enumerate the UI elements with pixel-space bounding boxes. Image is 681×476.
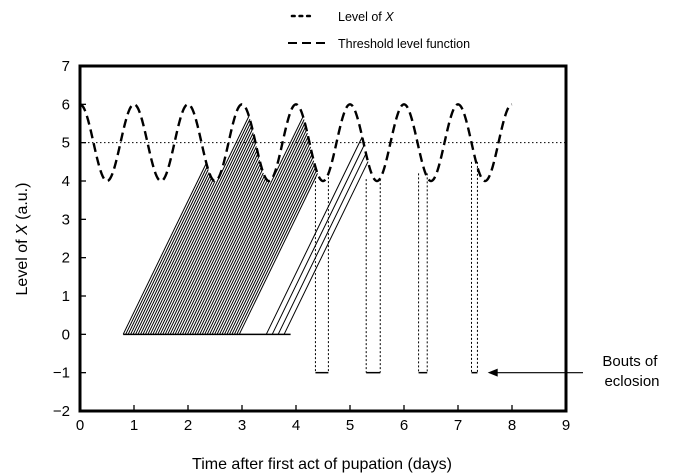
level-ramp: [271, 144, 365, 335]
x-tick-label: 3: [238, 417, 246, 434]
level-ramp: [147, 122, 252, 335]
x-tick-label: 5: [346, 417, 354, 434]
level-ramp: [211, 136, 309, 335]
level-ramp: [132, 175, 211, 335]
x-tick-label: 0: [76, 417, 84, 434]
level-ramp: [189, 177, 267, 335]
annotation-arrowhead: [487, 368, 498, 377]
annotation-line-2: eclosion: [604, 373, 659, 390]
y-tick-label: 7: [62, 58, 70, 75]
annotation-line-1: Bouts of: [602, 353, 658, 370]
level-ramp: [182, 169, 263, 335]
level-ramp: [174, 160, 261, 335]
x-tick-label: 1: [130, 417, 138, 434]
y-tick-label: −2: [53, 403, 70, 420]
x-tick-label: 6: [400, 417, 408, 434]
x-tick-label: 4: [292, 417, 300, 434]
eclosion-annotation: Bouts of eclosion: [487, 353, 661, 390]
level-ramp: [233, 166, 317, 335]
level-ramp: [224, 153, 313, 335]
level-ramp: [159, 139, 256, 335]
threshold-curve: [80, 103, 513, 183]
level-ramp: [142, 115, 250, 335]
y-axis-label: Level of X (a.u.): [14, 183, 31, 296]
level-ramp: [186, 175, 265, 335]
level-ramp: [204, 126, 307, 335]
level-ramp: [140, 180, 216, 335]
y-tick-label: 1: [62, 288, 70, 305]
legend-label-level-of-x: Level of X: [338, 10, 394, 24]
level-ramp: [196, 116, 304, 335]
level-ramp: [137, 179, 214, 335]
legend-label-threshold: Threshold level function: [338, 37, 470, 51]
level-ramp: [157, 135, 255, 335]
x-axis-label: Time after first act of pupation (days): [192, 456, 452, 473]
level-ramp: [206, 129, 308, 335]
level-ramp: [216, 143, 311, 335]
level-ramp: [172, 156, 260, 335]
level-ramp: [277, 153, 367, 335]
level-ramp: [122, 162, 207, 335]
level-ramp: [162, 142, 257, 335]
x-tick-label: 2: [184, 417, 192, 434]
y-tick-label: 5: [62, 135, 70, 152]
level-ramp: [144, 118, 251, 335]
level-ramp: [283, 161, 369, 335]
level-ramp: [177, 163, 261, 335]
level-ramp: [238, 173, 318, 335]
axes: 0 1 2 3 4 5 6 7 8 9 7 6 5 4 3 2 1 0 −1 −2: [53, 58, 570, 434]
level-ramp: [209, 132, 308, 335]
level-ramp: [169, 153, 259, 335]
x-tick-label: 7: [454, 417, 462, 434]
level-ramp: [221, 150, 312, 335]
annotation-text: Bouts of eclosion: [602, 353, 661, 390]
legend: Level of X Threshold level function: [288, 10, 470, 51]
plot-frame: [78, 64, 568, 413]
level-ramp: [214, 139, 310, 335]
y-tick-label: 3: [62, 211, 70, 228]
level-ramp: [199, 119, 305, 335]
level-ramp: [167, 149, 258, 335]
level-ramp: [194, 180, 270, 335]
y-tick-label: 2: [62, 250, 70, 267]
y-tick-label: 4: [62, 173, 70, 190]
level-ramp: [125, 166, 208, 335]
level-ramp: [127, 169, 209, 335]
y-tick-label: 6: [62, 96, 70, 113]
level-ramp: [228, 160, 315, 335]
level-ramp: [154, 132, 254, 335]
level-ramp: [149, 125, 253, 335]
level-ramp: [164, 146, 257, 335]
level-ramp: [236, 170, 317, 335]
y-tick-label: −1: [53, 365, 70, 382]
level-ramp: [130, 172, 210, 335]
x-tick-label: 8: [508, 417, 516, 434]
x-tick-label: 9: [562, 417, 570, 434]
level-ramp: [184, 172, 264, 335]
plot-layer: [80, 103, 566, 374]
level-ramp: [265, 136, 363, 335]
level-ramp: [226, 157, 314, 335]
level-ramp: [152, 128, 253, 335]
y-tick-label: 0: [62, 326, 70, 343]
level-ramp: [179, 166, 262, 335]
level-ramp: [231, 163, 316, 335]
level-ramp: [201, 122, 306, 335]
level-ramp: [191, 179, 268, 335]
level-ramp: [219, 146, 312, 335]
level-ramp: [135, 177, 213, 335]
